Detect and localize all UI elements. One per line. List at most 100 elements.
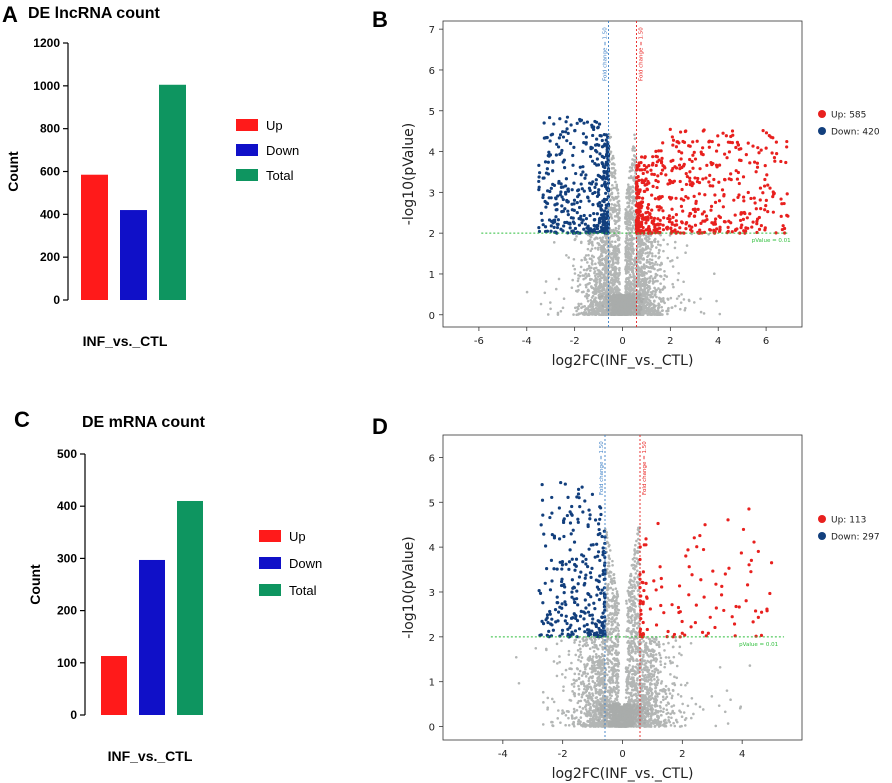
- point-up: [651, 184, 655, 189]
- y-tick-label: 5: [429, 107, 435, 118]
- point-ns: [609, 245, 613, 248]
- point-ns: [712, 272, 716, 276]
- point-up: [678, 130, 683, 134]
- point-ns: [644, 234, 648, 237]
- point-ns: [615, 187, 619, 191]
- point-up: [659, 171, 663, 176]
- point-ns: [617, 227, 620, 230]
- point-ns: [633, 149, 637, 152]
- point-down: [603, 216, 607, 220]
- point-ns: [660, 713, 663, 717]
- point-ns: [628, 234, 632, 237]
- point-up: [745, 216, 749, 220]
- point-ns: [583, 256, 587, 259]
- point-up: [666, 182, 670, 186]
- point-up: [739, 226, 743, 230]
- point-up: [711, 161, 715, 166]
- point-ns: [665, 275, 669, 278]
- point-ns: [605, 239, 609, 242]
- point-down: [554, 153, 558, 157]
- point-down: [575, 121, 579, 125]
- point-down: [598, 174, 602, 178]
- point-down: [561, 209, 565, 213]
- legend-label-down: Down: [266, 143, 299, 158]
- point-down: [606, 154, 611, 158]
- point-down: [554, 215, 558, 219]
- point-up: [692, 194, 696, 198]
- point-ns: [600, 294, 604, 298]
- point-ns: [624, 258, 627, 262]
- point-ns: [580, 306, 583, 310]
- point-ns: [718, 312, 722, 316]
- point-down: [594, 143, 598, 147]
- point-ns: [629, 248, 632, 251]
- point-ns: [660, 309, 664, 313]
- point-ns: [597, 242, 601, 245]
- point-up: [651, 220, 655, 224]
- point-down: [543, 199, 547, 204]
- point-ns: [617, 211, 621, 215]
- point-down: [588, 181, 592, 185]
- point-ns: [613, 170, 616, 173]
- point-ns: [698, 705, 702, 709]
- point-up: [763, 163, 767, 168]
- point-ns: [631, 189, 634, 192]
- point-up: [658, 218, 662, 222]
- point-down: [578, 165, 582, 169]
- point-up: [761, 129, 765, 133]
- point-ns: [638, 297, 641, 301]
- point-up: [729, 178, 733, 182]
- point-ns: [626, 299, 629, 302]
- point-ns: [659, 656, 663, 660]
- point-up: [739, 212, 743, 216]
- point-ns: [657, 287, 660, 290]
- legend-label: Down: 420: [831, 128, 880, 138]
- y-tick-label: 1200: [33, 36, 60, 50]
- point-ns: [637, 282, 641, 285]
- point-ns: [605, 280, 609, 283]
- point-up: [650, 172, 654, 176]
- point-up: [645, 170, 649, 174]
- y-tick-label: 3: [429, 188, 435, 199]
- point-ns: [554, 287, 558, 291]
- point-down: [602, 212, 606, 216]
- point-down: [556, 194, 560, 198]
- point-ns: [633, 213, 637, 216]
- bar-panel-C: C DE mRNA count0100200300400500CountINF_v…: [14, 407, 322, 764]
- point-ns: [601, 238, 604, 242]
- point-up: [755, 165, 760, 169]
- point-down: [580, 221, 584, 225]
- y-tick-label: 400: [57, 499, 77, 513]
- point-up: [691, 140, 695, 144]
- point-ns: [662, 249, 665, 253]
- point-ns: [572, 257, 576, 261]
- point-up: [700, 212, 704, 216]
- point-ns: [633, 302, 637, 305]
- point-up: [714, 163, 719, 167]
- point-ns: [573, 238, 577, 242]
- point-ns: [739, 705, 743, 709]
- point-ns: [655, 246, 658, 249]
- point-ns: [657, 302, 660, 305]
- point-down: [545, 167, 549, 171]
- point-down: [596, 190, 600, 194]
- point-up: [637, 216, 641, 220]
- point-down: [540, 218, 544, 222]
- point-down: [558, 193, 562, 197]
- point-ns: [610, 172, 613, 175]
- point-ns: [557, 277, 561, 281]
- point-up: [753, 201, 757, 205]
- point-up: [657, 158, 661, 162]
- point-up: [687, 224, 692, 228]
- point-up: [763, 177, 767, 182]
- point-up: [656, 174, 660, 178]
- point-ns: [648, 237, 651, 241]
- point-ns: [612, 282, 616, 286]
- point-ns: [556, 313, 560, 316]
- point-ns: [587, 679, 591, 683]
- point-ns: [637, 304, 641, 308]
- point-ns: [661, 288, 664, 291]
- point-ns: [622, 303, 626, 306]
- point-down: [587, 227, 592, 231]
- point-ns: [596, 268, 600, 272]
